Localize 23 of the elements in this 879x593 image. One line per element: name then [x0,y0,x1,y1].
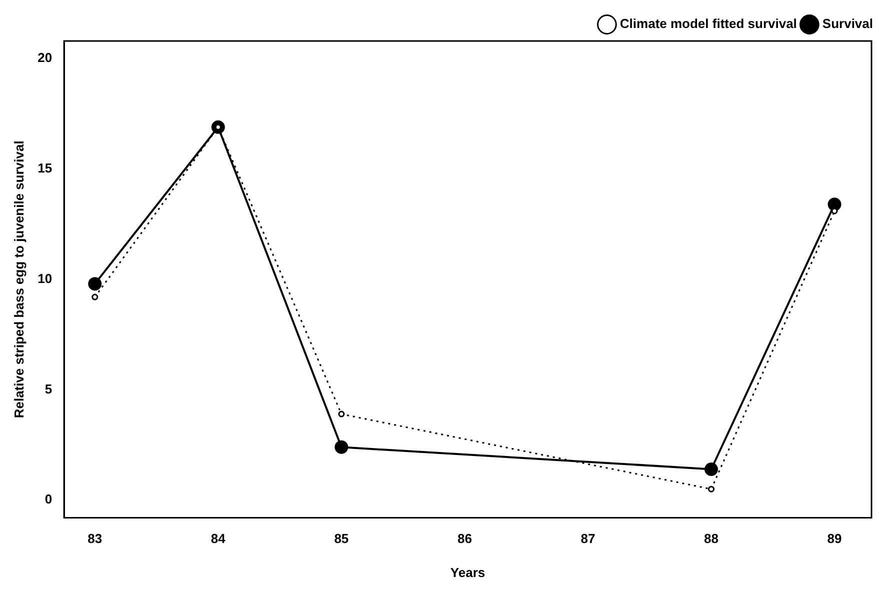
y-tick-label: 20 [38,50,52,66]
x-tick-label: 87 [580,531,596,546]
legend-label: Survival [822,16,874,32]
point [338,410,345,418]
point [708,486,714,492]
x-tick-label: 84 [210,531,226,546]
x-tick-label: 85 [334,531,349,546]
y-axis-title: Relative striped bass egg to juvenile survival [11,140,26,418]
x-tick-label: 88 [704,531,718,546]
point [92,294,98,300]
x-tick-label: 89 [827,531,842,546]
y-tick-label: 15 [38,160,52,176]
y-tick-label: 5 [44,381,52,396]
x-tick-label: 86 [457,531,472,546]
point [704,462,718,476]
y-tick-label: 10 [38,270,52,286]
point [88,277,102,291]
legend-label: Climate model fitted survival [620,16,797,32]
point [828,198,842,212]
x-axis-title: Years [450,564,486,580]
x-tick-label: 83 [88,531,102,546]
y-tick-label: 0 [44,492,52,507]
point [334,440,348,454]
